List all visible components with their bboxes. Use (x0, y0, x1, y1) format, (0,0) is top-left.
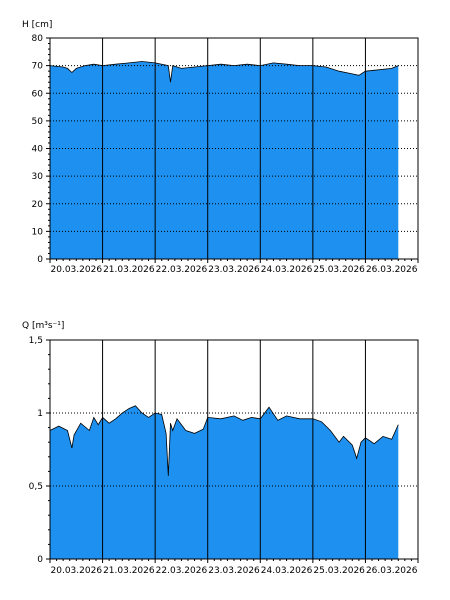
x-tick-label: 20.03.2026 (51, 566, 103, 576)
x-tick-label: 25.03.2026 (313, 566, 365, 576)
x-tick-label: 22.03.2026 (156, 566, 208, 576)
y-tick-label: 20 (32, 200, 44, 210)
series-area (50, 405, 399, 559)
y-tick-label: 40 (32, 145, 44, 155)
y-tick-label: 50 (32, 117, 44, 127)
x-tick-label: 26.03.2026 (366, 566, 418, 576)
y-tick-label: 80 (32, 34, 44, 44)
y-tick-label: 0 (37, 555, 43, 565)
x-tick-label: 20.03.2026 (51, 265, 103, 275)
x-tick-label: 25.03.2026 (313, 265, 365, 275)
y-tick-label: 30 (32, 172, 44, 182)
series-area (50, 61, 399, 259)
y-tick-label: 0,5 (29, 482, 43, 492)
x-tick-label: 22.03.2026 (156, 265, 208, 275)
y-tick-label: 0 (37, 255, 43, 265)
y-tick-label: 1,5 (29, 336, 43, 346)
x-tick-label: 24.03.2026 (261, 265, 313, 275)
y-tick-label: 1 (37, 409, 43, 419)
y-axis-label: Q [m³s⁻¹] (22, 321, 64, 331)
x-tick-label: 26.03.2026 (366, 265, 418, 275)
y-axis-label: H [cm] (22, 20, 52, 30)
x-tick-label: 21.03.2026 (103, 566, 155, 576)
discharge-chart: 0 0,5 1 1,5 20.03.2026 21.03.2026 22.03.2026 23… (22, 321, 419, 576)
y-tick-label: 70 (32, 62, 44, 72)
series-line (49, 405, 399, 476)
water-level-chart: 0 10 20 30 40 50 60 70 80 20.03.2026 21.03.2026 22.… (22, 20, 419, 275)
x-tick-label: 23.03.2026 (208, 566, 260, 576)
y-tick-label: 10 (32, 227, 44, 237)
x-tick-label: 23.03.2026 (208, 265, 260, 275)
y-tick-label: 60 (32, 89, 44, 99)
series-line (49, 61, 399, 83)
x-tick-label: 24.03.2026 (261, 566, 313, 576)
x-tick-label: 21.03.2026 (103, 265, 155, 275)
